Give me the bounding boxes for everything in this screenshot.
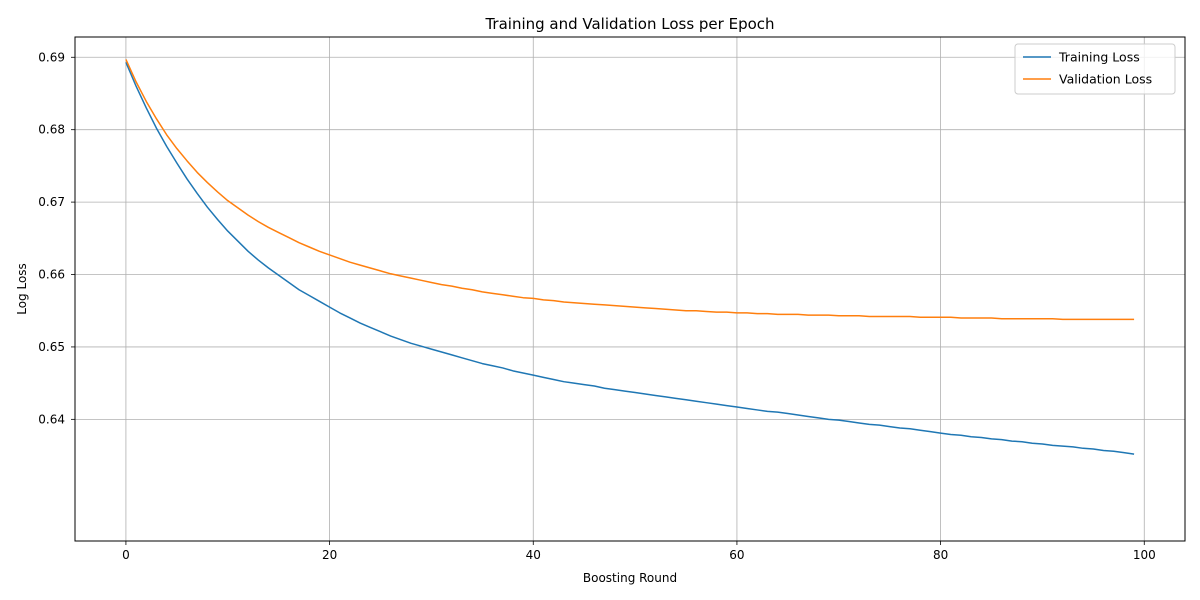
legend-label-validation-loss: Validation Loss <box>1059 72 1152 87</box>
legend: Training Loss Validation Loss <box>1014 43 1176 95</box>
training-loss-line <box>125 62 1135 455</box>
x-axis-label: Boosting Round <box>583 571 677 585</box>
x-tick-label: 80 <box>933 548 948 562</box>
y-axis: 0.64 0.65 0.66 0.67 0.68 0.69 <box>38 50 75 426</box>
y-tick-label: 0.65 <box>38 340 65 354</box>
x-axis: 0 20 40 60 80 100 <box>122 541 1156 562</box>
series-lines <box>125 59 1135 455</box>
y-axis-label: Log Loss <box>15 263 29 315</box>
y-tick-label: 0.64 <box>38 412 65 426</box>
x-tick-label: 60 <box>729 548 744 562</box>
legend-label-training-loss: Training Loss <box>1058 50 1140 65</box>
legend-box <box>1014 43 1176 95</box>
grid-lines <box>75 37 1185 541</box>
x-tick-label: 40 <box>526 548 541 562</box>
x-tick-label: 0 <box>122 548 130 562</box>
x-tick-label: 20 <box>322 548 337 562</box>
y-tick-label: 0.68 <box>38 123 65 137</box>
y-tick-label: 0.66 <box>38 268 65 282</box>
x-tick-label: 100 <box>1133 548 1156 562</box>
plot-frame <box>74 36 1186 542</box>
y-tick-label: 0.69 <box>38 50 65 64</box>
chart-title: Training and Validation Loss per Epoch <box>484 15 774 33</box>
validation-loss-line <box>125 59 1135 321</box>
y-tick-label: 0.67 <box>38 195 65 209</box>
